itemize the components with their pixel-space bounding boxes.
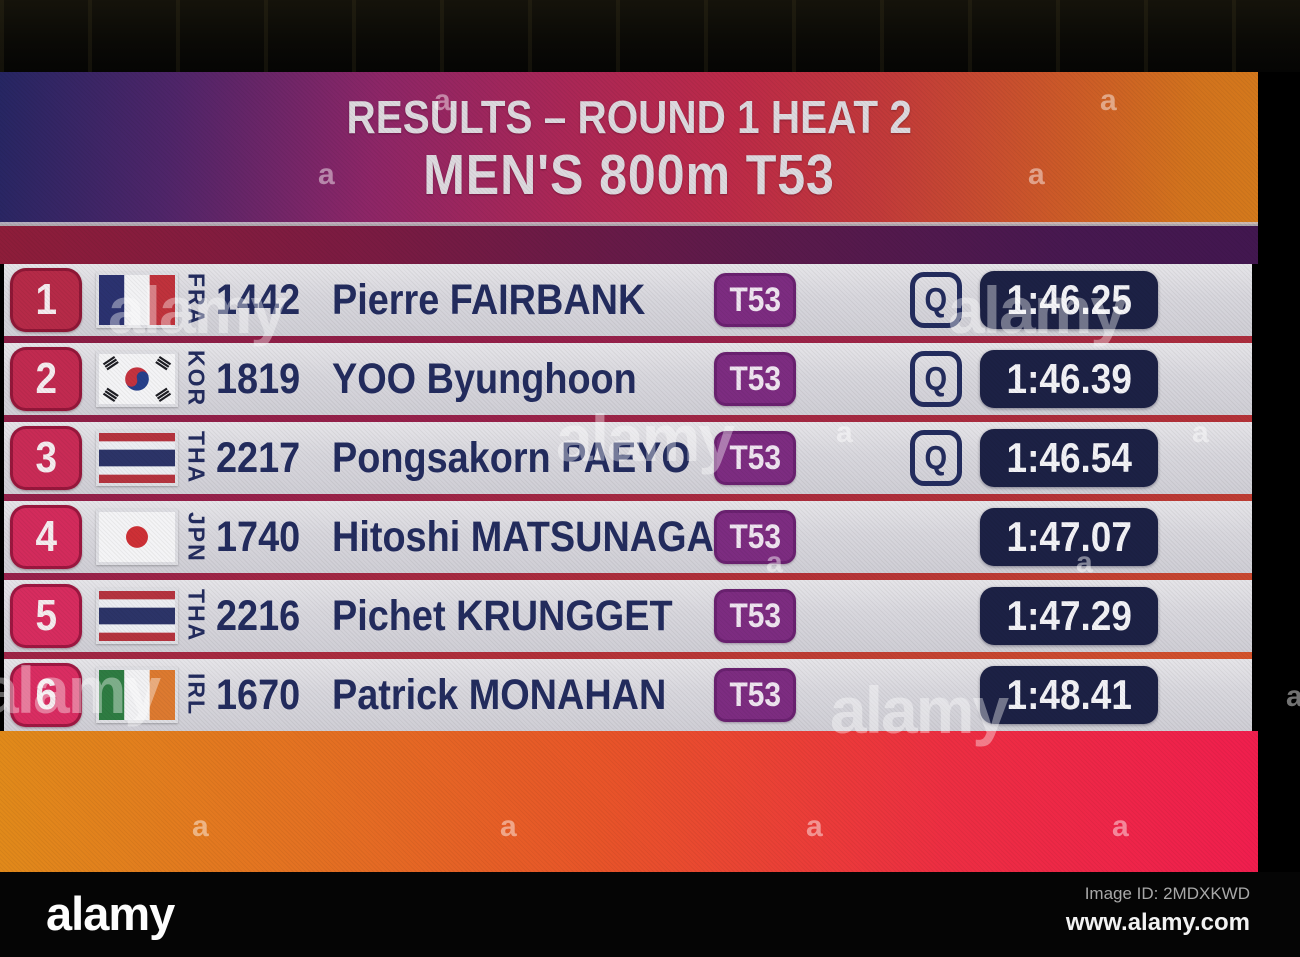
- bib-number: 1670: [216, 670, 301, 719]
- title-band: RESULTS – ROUND 1 HEAT 2 MEN'S 800m T53: [0, 72, 1258, 224]
- bib-number: 1819: [216, 354, 301, 403]
- country-code: IRL: [183, 673, 210, 717]
- athlete-name: YOO Byunghoon: [332, 354, 637, 403]
- bib-number: 2216: [216, 591, 301, 640]
- result-row-3: 3 THA 2217 Pongsakorn PAEYO T53 Q 1:46.5…: [4, 422, 1252, 494]
- country-code: KOR: [183, 350, 210, 408]
- class-badge: T53: [714, 352, 796, 406]
- class-badge: T53: [714, 668, 796, 722]
- watermark-tile: a: [1286, 680, 1300, 713]
- finish-time: 1:46.25: [980, 271, 1158, 329]
- fra-flag: [96, 272, 178, 328]
- qualified-badge: Q: [910, 351, 962, 407]
- qualified-badge: Q: [910, 272, 962, 328]
- qualified-badge: Q: [910, 430, 962, 486]
- country-code: FRA: [183, 273, 210, 327]
- site-url-text: www.alamy.com: [1065, 909, 1250, 936]
- athlete-name: Pongsakorn PAEYO: [332, 433, 691, 482]
- rank-badge: 2: [10, 347, 82, 411]
- bib-number: 1442: [216, 275, 301, 324]
- separator-line: [0, 222, 1258, 226]
- stock-footer-bar: alamy Image ID: 2MDXKWD www.alamy.com: [0, 872, 1300, 957]
- finish-time: 1:46.54: [980, 429, 1158, 487]
- result-row-2: 2 KOR 1819 YOO Byunghoon T53 Q 1:46.39: [4, 343, 1252, 415]
- tha-flag: [96, 430, 178, 486]
- finish-time: 1:48.41: [980, 666, 1158, 724]
- country-code: THA: [183, 431, 210, 485]
- athlete-name: Hitoshi MATSUNAGA: [332, 512, 714, 561]
- athlete-name: Pierre FAIRBANK: [332, 275, 646, 324]
- result-row-5: 5 THA 2216 Pichet KRUNGGET T53 1:47.29: [4, 580, 1252, 652]
- event-title: MEN'S 800m T53: [423, 143, 835, 207]
- class-badge: T53: [714, 273, 796, 327]
- jpn-flag: [96, 509, 178, 565]
- athlete-name: Pichet KRUNGGET: [332, 591, 673, 640]
- class-badge: T53: [714, 510, 796, 564]
- tha-flag: [96, 588, 178, 644]
- irl-flag: [96, 667, 178, 723]
- alamy-logo: alamy: [46, 887, 175, 940]
- image-id-text: Image ID: 2MDXKWD: [1084, 884, 1250, 903]
- kor-flag: [96, 351, 178, 407]
- result-row-6: 6 IRL 1670 Patrick MONAHAN T53 1:48.41: [4, 659, 1252, 731]
- header-strip: [0, 226, 1258, 264]
- rank-badge: 1: [10, 268, 82, 332]
- finish-time: 1:47.07: [980, 508, 1158, 566]
- finish-time: 1:46.39: [980, 350, 1158, 408]
- results-table: 1 FRA 1442 Pierre FAIRBANK T53 Q 1:46.25…: [4, 264, 1252, 731]
- scoreboard-screen: RESULTS – ROUND 1 HEAT 2 MEN'S 800m T53 …: [0, 72, 1258, 872]
- rank-badge: 6: [10, 663, 82, 727]
- bottom-gradient-band: [0, 731, 1258, 872]
- rank-badge: 4: [10, 505, 82, 569]
- stadium-background: [0, 0, 1300, 72]
- results-round-title: RESULTS – ROUND 1 HEAT 2: [346, 91, 912, 143]
- country-code: THA: [183, 589, 210, 643]
- result-row-4: 4 JPN 1740 Hitoshi MATSUNAGA T53 1:47.07: [4, 501, 1252, 573]
- rank-badge: 5: [10, 584, 82, 648]
- finish-time: 1:47.29: [980, 587, 1158, 645]
- rank-badge: 3: [10, 426, 82, 490]
- bib-number: 1740: [216, 512, 301, 561]
- athlete-name: Patrick MONAHAN: [332, 670, 667, 719]
- bib-number: 2217: [216, 433, 301, 482]
- class-badge: T53: [714, 589, 796, 643]
- footer-info: Image ID: 2MDXKWD www.alamy.com: [1066, 884, 1250, 937]
- class-badge: T53: [714, 431, 796, 485]
- country-code: JPN: [183, 511, 210, 563]
- result-row-1: 1 FRA 1442 Pierre FAIRBANK T53 Q 1:46.25: [4, 264, 1252, 336]
